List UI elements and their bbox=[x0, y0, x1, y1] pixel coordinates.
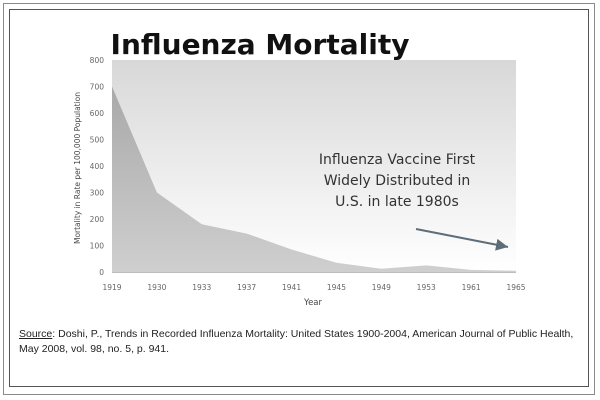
x-tick-label: 1930 bbox=[147, 283, 166, 292]
x-tick-label: 1949 bbox=[372, 283, 391, 292]
source-citation: Source: Doshi, P., Trends in Recorded In… bbox=[19, 327, 579, 357]
x-tick-label: 1941 bbox=[282, 283, 301, 292]
annotation-arrow bbox=[415, 228, 509, 251]
x-tick-label: 1933 bbox=[192, 283, 211, 292]
y-axis-label: Mortality in Rate per 100,000 Population bbox=[73, 92, 82, 244]
y-tick-label: 700 bbox=[90, 83, 105, 92]
source-label: Source bbox=[19, 328, 53, 340]
x-tick-label: 1945 bbox=[327, 283, 346, 292]
x-tick-label: 1961 bbox=[462, 283, 481, 292]
area-series bbox=[112, 86, 516, 272]
y-tick-label: 800 bbox=[90, 56, 105, 65]
y-tick-label: 300 bbox=[90, 189, 105, 198]
outer-frame bbox=[3, 3, 595, 395]
inner-frame bbox=[9, 9, 589, 387]
annotation-line: Influenza Vaccine First bbox=[319, 152, 476, 168]
y-tick-label: 600 bbox=[90, 109, 105, 118]
x-tick-label: 1937 bbox=[237, 283, 256, 292]
x-tick-label: 1965 bbox=[506, 283, 525, 292]
x-axis-label: Year bbox=[303, 298, 323, 308]
y-tick-label: 200 bbox=[90, 215, 105, 224]
y-tick-label: 400 bbox=[90, 162, 105, 171]
annotation-line: U.S. in late 1980s bbox=[335, 194, 459, 210]
x-tick-label: 1919 bbox=[102, 283, 121, 292]
y-tick-label: 0 bbox=[99, 268, 104, 277]
y-tick-label: 500 bbox=[90, 136, 105, 145]
annotation-line: Widely Distributed in bbox=[324, 173, 471, 189]
chart-title: Influenza Mortality bbox=[110, 28, 410, 61]
y-tick-label: 100 bbox=[90, 242, 105, 251]
x-tick-label: 1953 bbox=[417, 283, 436, 292]
annotation: Influenza Vaccine First Widely Distribute… bbox=[319, 152, 476, 210]
source-text: : Doshi, P., Trends in Recorded Influenz… bbox=[19, 328, 574, 355]
